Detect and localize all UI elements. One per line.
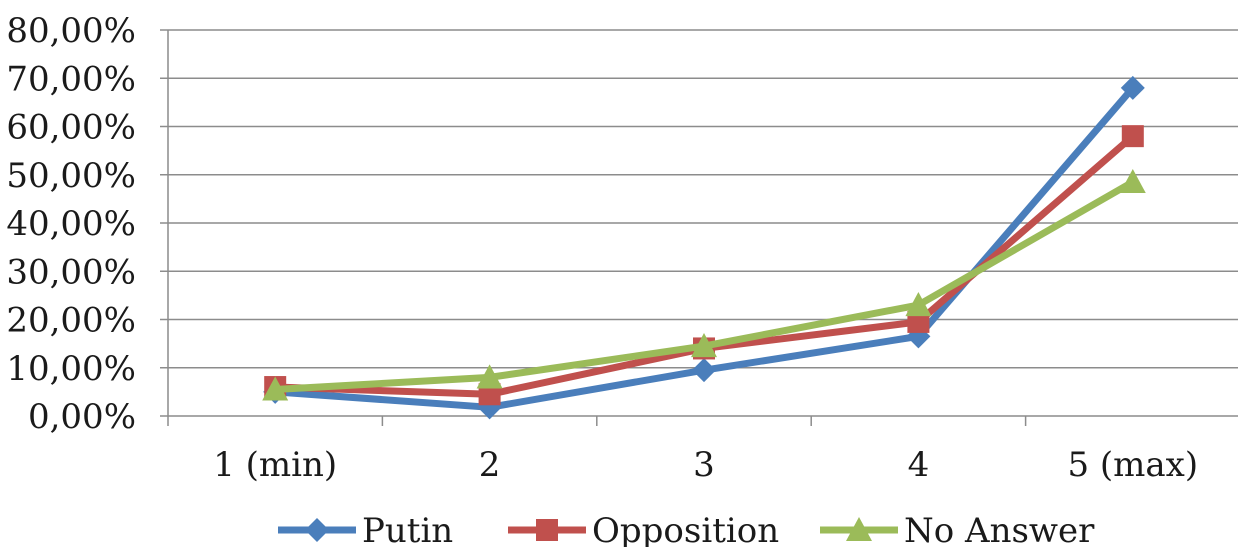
legend-marker — [536, 519, 558, 541]
legend-item: No Answer — [820, 511, 1095, 547]
legend-label: Putin — [362, 511, 453, 547]
x-tick-label: 3 — [693, 445, 715, 485]
data-point — [905, 292, 932, 317]
data-point — [262, 376, 289, 401]
legend-item: Putin — [278, 511, 453, 547]
y-tick-label: 60,00% — [6, 108, 136, 148]
legend-item: Opposition — [508, 511, 779, 547]
axes — [160, 29, 1238, 426]
y-tick-label: 20,00% — [6, 301, 136, 341]
legend-label: Opposition — [592, 511, 779, 547]
y-tick-label: 80,00% — [6, 11, 136, 51]
gridlines — [168, 29, 1238, 369]
series-no-answer — [262, 168, 1146, 401]
data-point — [1120, 75, 1145, 100]
data-point — [907, 310, 930, 333]
x-tick-label: 5 (max) — [1067, 445, 1198, 485]
y-tick-label: 50,00% — [6, 156, 136, 196]
legend-marker — [305, 518, 329, 542]
y-tick-label: 30,00% — [6, 252, 136, 292]
y-tick-label: 10,00% — [6, 349, 136, 389]
legend-marker — [846, 517, 872, 542]
data-point — [692, 358, 716, 383]
data-point — [691, 333, 717, 358]
x-tick-label: 2 — [479, 445, 501, 485]
x-axis-tick-labels: 1 (min) 2 3 4 5 (max) — [213, 445, 1198, 485]
data-point — [1121, 125, 1144, 148]
legend: Putin Opposition No Answer — [278, 511, 1095, 547]
x-tick-label: 4 — [908, 445, 930, 485]
y-tick-label: 40,00% — [6, 204, 136, 244]
y-axis-tick-labels: 0,00% 10,00% 20,00% 30,00% 40,00% 50,00% 60,00… — [6, 11, 136, 437]
data-point — [478, 383, 501, 406]
x-tick-label: 1 (min) — [213, 445, 337, 485]
series-lines — [262, 75, 1146, 420]
y-tick-label: 70,00% — [6, 59, 136, 99]
data-point — [1119, 168, 1146, 194]
y-tick-label: 0,00% — [28, 397, 136, 437]
data-point — [476, 364, 503, 389]
legend-label: No Answer — [904, 511, 1095, 547]
